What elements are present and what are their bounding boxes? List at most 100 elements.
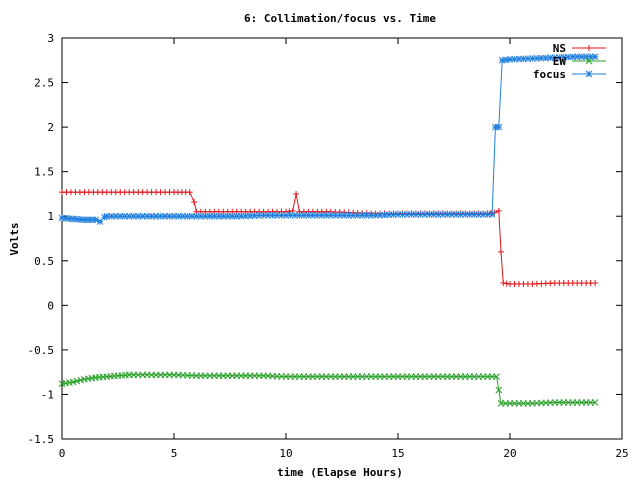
data-point [443, 211, 451, 218]
data-point [529, 55, 536, 62]
data-point [498, 56, 506, 64]
data-point [255, 212, 263, 219]
series-line [61, 56, 596, 223]
y-tick-label: 2 [47, 121, 54, 134]
data-point [421, 211, 429, 218]
data-point [191, 198, 198, 205]
axes: 0 5 10 15 20 25 -1.5 -1 -0.5 0 0.5 1 1.5 2 2.5 3 [28, 32, 629, 460]
data-point [367, 211, 375, 219]
data-point [219, 212, 227, 220]
data-point [282, 211, 290, 219]
series-ew [58, 371, 599, 407]
data-point [215, 212, 223, 220]
data-point [492, 123, 499, 131]
x-tick-label: 15 [391, 447, 404, 460]
data-point [376, 211, 384, 219]
data-point [92, 216, 99, 224]
legend-marker [585, 70, 593, 78]
data-point [488, 211, 496, 218]
data-point [224, 212, 232, 220]
data-point [520, 55, 527, 63]
data-point [484, 211, 491, 218]
data-point [340, 211, 348, 219]
data-point [62, 214, 70, 222]
data-point [186, 189, 193, 196]
data-point [116, 212, 124, 220]
data-point [318, 211, 326, 219]
data-point [399, 211, 406, 218]
data-point [470, 211, 478, 218]
data-point [493, 373, 500, 380]
data-point [152, 212, 160, 220]
data-point [206, 212, 214, 220]
data-point [408, 211, 415, 218]
data-point [73, 215, 81, 223]
data-point [166, 212, 173, 220]
data-point [287, 211, 294, 219]
legend-label-ew: EW [553, 55, 567, 68]
data-point [569, 53, 577, 61]
legend-marker [585, 57, 593, 65]
data-point [242, 212, 250, 220]
data-point [251, 212, 258, 220]
data-point [103, 212, 111, 220]
y-tick-label: 0 [47, 299, 54, 312]
data-point [498, 248, 505, 255]
data-point [426, 211, 433, 218]
data-point [591, 399, 599, 406]
data-point [134, 212, 142, 220]
y-tick-label: -1 [41, 388, 54, 401]
data-point [448, 211, 456, 218]
data-point [573, 53, 581, 61]
data-point [170, 212, 178, 220]
data-point [269, 211, 276, 219]
plot-frame [61, 37, 623, 440]
data-point [81, 216, 88, 224]
plot-area [58, 53, 599, 407]
data-point [139, 212, 146, 220]
data-point [564, 53, 572, 61]
data-point [479, 211, 487, 218]
data-point [434, 211, 442, 218]
data-point [358, 211, 366, 219]
data-point [112, 212, 120, 220]
data-point [394, 211, 402, 218]
data-point [542, 54, 550, 62]
data-point [148, 212, 155, 220]
data-point [293, 190, 300, 197]
data-point [278, 211, 285, 219]
data-point [524, 55, 532, 63]
data-point [161, 212, 169, 220]
data-point [305, 211, 312, 219]
data-point [372, 211, 379, 219]
data-point [506, 56, 514, 63]
data-point [107, 212, 115, 220]
legend-label-ns: NS [553, 42, 566, 55]
data-point [587, 53, 594, 61]
data-point [233, 212, 241, 220]
data-point [193, 212, 200, 220]
data-point [96, 218, 104, 225]
y-tick-label: 3 [47, 32, 54, 45]
data-point [417, 211, 424, 218]
data-point [202, 212, 209, 220]
data-point [591, 53, 599, 61]
data-point [345, 211, 353, 219]
data-point [121, 212, 129, 220]
data-point [452, 211, 460, 218]
data-point [439, 211, 447, 218]
data-point [582, 53, 590, 61]
data-point [592, 280, 599, 287]
x-tick-label: 0 [59, 447, 66, 460]
data-point [466, 211, 474, 218]
data-point [412, 211, 420, 218]
data-point [309, 211, 317, 219]
data-point [84, 216, 92, 224]
data-point [125, 212, 133, 220]
data-point [390, 211, 397, 218]
x-tick-label: 25 [615, 447, 628, 460]
data-point [246, 212, 254, 220]
x-tick-label: 5 [171, 447, 178, 460]
data-point [296, 211, 303, 219]
